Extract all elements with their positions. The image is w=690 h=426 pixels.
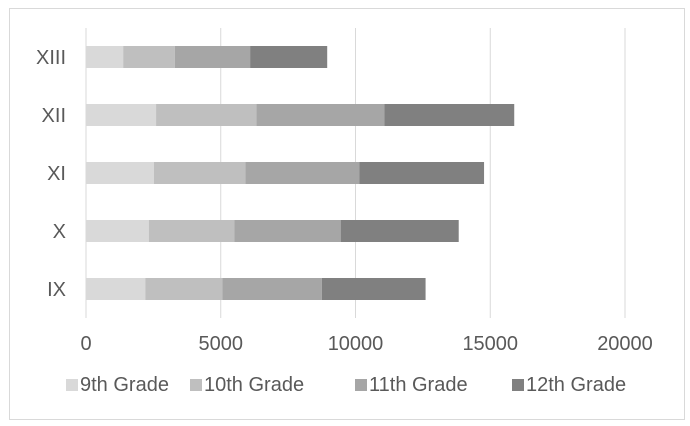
bar-segment [174, 46, 251, 68]
category-label: XI [47, 163, 66, 185]
category-label: XII [42, 105, 66, 127]
bar-segment [340, 220, 459, 242]
legend-label: 9th Grade [80, 374, 169, 396]
bar-segment [245, 162, 360, 184]
bar-segment [86, 104, 157, 126]
legend-swatch [190, 379, 202, 391]
legend-swatch [66, 379, 78, 391]
legend-swatch [512, 379, 524, 391]
bar-segment [148, 220, 235, 242]
legend-label: 11th Grade [369, 374, 468, 396]
bar-segment [321, 278, 426, 300]
bar-segment [222, 278, 322, 300]
bars [86, 46, 515, 300]
category-label: XIII [36, 47, 66, 69]
bar-segment [384, 104, 515, 126]
x-tick-label: 5000 [199, 333, 244, 355]
x-axis-tick-labels: 0 5000 10000 15000 20000 [80, 333, 652, 355]
bar-segment [86, 46, 124, 68]
bar-segment [153, 162, 246, 184]
x-tick-label: 10000 [328, 333, 384, 355]
x-tick-label: 20000 [597, 333, 653, 355]
category-label: IX [47, 279, 66, 301]
bar-segment [156, 104, 257, 126]
bar-segment [123, 46, 175, 68]
x-tick-label: 0 [80, 333, 91, 355]
bar-segment [86, 220, 149, 242]
legend: 9th Grade 10th Grade 11th Grade 12th Grade [66, 374, 626, 396]
bar-segment [250, 46, 328, 68]
chart-frame [9, 8, 685, 420]
bar-segment [234, 220, 341, 242]
bar-segment [256, 104, 385, 126]
x-tick-label: 15000 [462, 333, 518, 355]
category-labels: IX X XI XII XIII [36, 47, 66, 301]
legend-swatch [355, 379, 367, 391]
category-label: X [53, 221, 66, 243]
bar-segment [359, 162, 485, 184]
legend-label: 12th Grade [526, 374, 626, 396]
bar-segment [145, 278, 223, 300]
legend-label: 10th Grade [204, 374, 304, 396]
bar-segment [86, 278, 146, 300]
bar-segment [86, 162, 154, 184]
